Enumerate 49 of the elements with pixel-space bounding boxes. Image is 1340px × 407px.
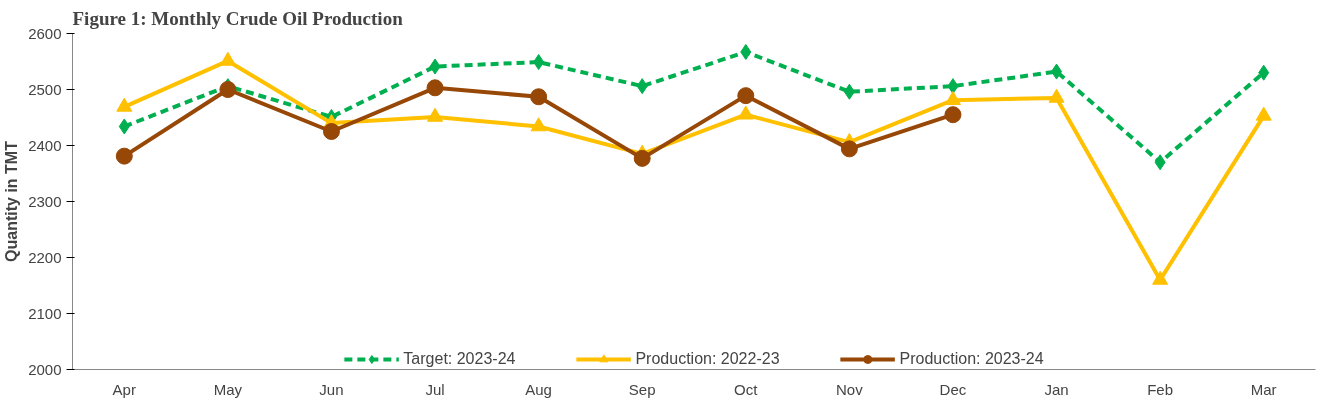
point [737, 105, 754, 120]
point [1048, 88, 1065, 103]
legend-label: Production: 2023-24 [899, 350, 1044, 368]
x-tick-label: May [213, 380, 243, 398]
x-tick-label: Dec [939, 380, 967, 398]
point [115, 147, 133, 165]
point [737, 87, 755, 105]
legend-label: Production: 2022-23 [635, 350, 780, 368]
point [1051, 63, 1063, 80]
y-tick-label: 2600 [28, 24, 62, 42]
x-tick-label: Jul [425, 380, 445, 398]
x-tick-label: Feb [1147, 380, 1174, 398]
x-tick-label: Oct [734, 380, 759, 398]
y-tick-label: 2300 [28, 192, 62, 210]
point [530, 88, 548, 106]
point [1258, 64, 1270, 81]
y-tick-label: 2100 [28, 304, 62, 322]
y-tick-label: 2500 [28, 80, 62, 98]
x-tick-label: Jan [1044, 380, 1069, 398]
chart-title: Figure 1: Monthly Crude Oil Production [72, 7, 404, 29]
point [116, 97, 133, 112]
point [1152, 270, 1169, 285]
point [1154, 154, 1166, 171]
x-tick-label: Nov [836, 380, 864, 398]
point [636, 78, 648, 95]
y-tick-label: 2000 [28, 360, 62, 378]
point [947, 78, 959, 95]
point [740, 43, 752, 60]
point [118, 118, 130, 135]
x-tick-label: Apr [112, 380, 136, 398]
point [429, 58, 441, 75]
x-tick-label: Aug [525, 380, 552, 398]
point [633, 149, 651, 167]
point [840, 140, 858, 158]
point [426, 79, 444, 97]
point [1255, 106, 1272, 121]
x-tick-label: Mar [1250, 380, 1277, 398]
x-tick-label: Sep [628, 380, 656, 398]
point [322, 123, 340, 140]
y-axis-title: Quantity in TMT [3, 140, 21, 262]
x-tick-label: Jun [319, 380, 344, 398]
point [530, 117, 547, 132]
point [427, 107, 444, 122]
point [944, 106, 962, 124]
legend-label: Target: 2023-24 [403, 350, 516, 368]
point [843, 83, 855, 100]
y-tick-label: 2200 [28, 248, 62, 266]
point [533, 54, 545, 71]
y-tick-label: 2400 [28, 136, 62, 154]
